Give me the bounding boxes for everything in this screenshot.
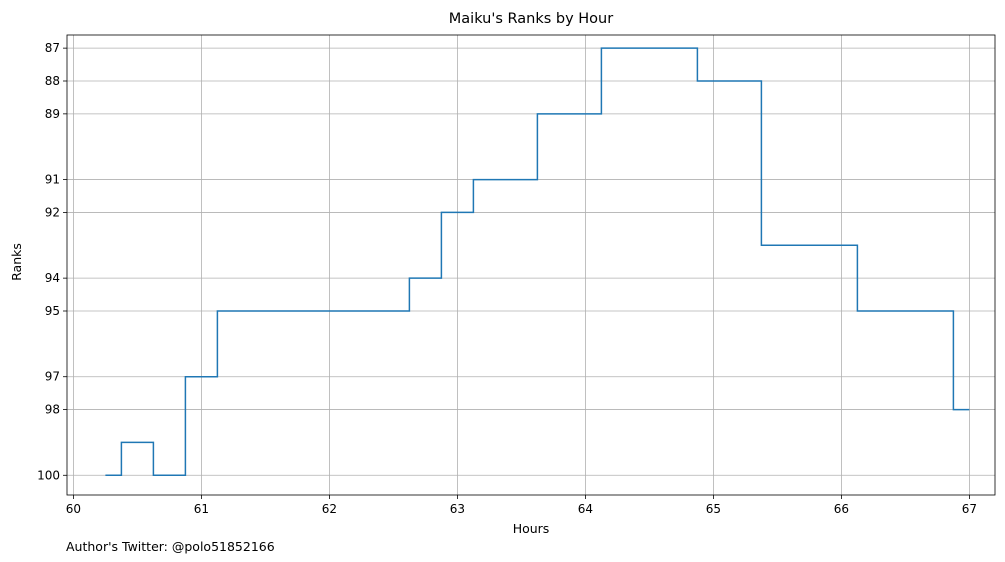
- plot-frame: [66, 34, 996, 496]
- y-tick-label: 100: [37, 468, 60, 482]
- y-tick-label: 88: [45, 74, 60, 88]
- x-axis-label: Hours: [513, 521, 550, 536]
- author-credit: Author's Twitter: @polo51852166: [66, 539, 275, 554]
- rank-step-line: [105, 47, 970, 477]
- x-tick-label: 60: [66, 502, 81, 516]
- series-layer: [105, 47, 970, 477]
- x-tick-label: 64: [578, 502, 593, 516]
- y-tick-label: 94: [45, 271, 60, 285]
- x-tick-label: 61: [194, 502, 209, 516]
- y-tick-label: 95: [45, 304, 60, 318]
- y-tick-label: 91: [45, 173, 60, 187]
- y-tick-label: 87: [45, 41, 60, 55]
- y-tick-label: 97: [45, 370, 60, 384]
- x-axis-ticks: 60 61 62 63 64 65 66 67: [66, 495, 977, 516]
- grid-lines: [67, 35, 995, 495]
- y-tick-label: 92: [45, 205, 60, 219]
- x-tick-label: 65: [706, 502, 721, 516]
- y-tick-label: 98: [45, 403, 60, 417]
- x-tick-label: 67: [962, 502, 977, 516]
- x-tick-label: 66: [834, 502, 849, 516]
- x-tick-label: 63: [450, 502, 465, 516]
- y-axis-label: Ranks: [9, 243, 24, 281]
- y-axis-ticks: 87 88 89 91 92 94 95 97 98 100: [37, 41, 67, 482]
- y-tick-label: 89: [45, 107, 60, 121]
- chart-title: Maiku's Ranks by Hour: [449, 11, 613, 27]
- x-tick-label: 62: [322, 502, 337, 516]
